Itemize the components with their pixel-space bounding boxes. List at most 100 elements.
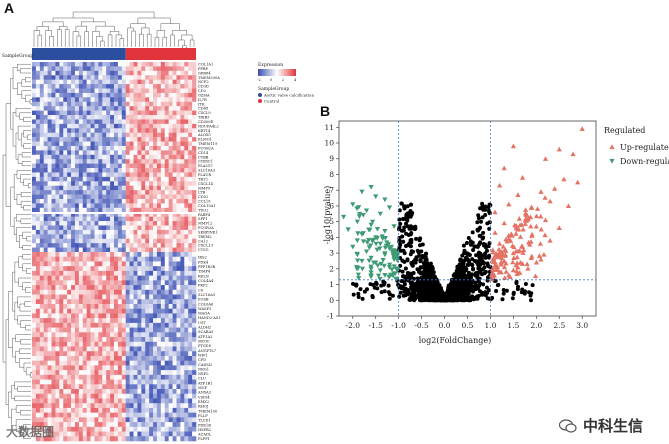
heatmap-cell bbox=[160, 110, 166, 116]
heatmap-cell bbox=[35, 341, 41, 347]
heatmap-cell bbox=[86, 436, 91, 442]
heatmap-cell bbox=[86, 407, 91, 413]
heatmap-cell bbox=[149, 154, 154, 160]
heatmap-cell bbox=[172, 141, 177, 147]
heatmap-cell bbox=[71, 243, 76, 248]
heatmap-cell bbox=[145, 426, 150, 432]
heatmap-cell bbox=[172, 327, 177, 333]
heatmap-cell bbox=[78, 66, 84, 72]
heatmap-cell bbox=[160, 168, 166, 173]
heatmap-cell bbox=[145, 337, 150, 343]
gene-label: COL4A4 bbox=[198, 279, 214, 283]
heatmap-cell bbox=[180, 256, 185, 262]
heatmap-cell bbox=[153, 185, 158, 191]
heatmap-cell bbox=[78, 185, 84, 191]
heatmap-cell bbox=[98, 225, 103, 231]
heatmap-cell bbox=[156, 62, 162, 67]
heatmap-cell bbox=[110, 308, 115, 314]
gene-label: VSIG4 bbox=[197, 395, 210, 399]
heatmap-cell bbox=[78, 436, 84, 442]
heatmap-cell bbox=[180, 346, 185, 352]
heatmap-cell bbox=[117, 266, 123, 272]
heatmap-cell bbox=[106, 351, 111, 357]
heatmap-cell bbox=[35, 407, 41, 413]
heatmap-cell bbox=[172, 379, 177, 385]
heatmap-cell bbox=[117, 407, 123, 413]
heatmap-cell bbox=[47, 417, 52, 423]
heatmap-cell bbox=[192, 221, 197, 226]
heatmap-cell bbox=[153, 115, 158, 120]
heatmap-cell bbox=[168, 275, 173, 281]
heatmap-cell bbox=[102, 285, 107, 291]
heatmap-cell bbox=[176, 389, 181, 395]
heatmap-cell bbox=[32, 92, 37, 98]
heatmap-cell bbox=[172, 393, 177, 399]
heatmap-cell bbox=[137, 360, 142, 366]
heatmap-cell bbox=[153, 308, 158, 314]
heatmap-cell bbox=[78, 123, 84, 129]
gene-label: CCL19 bbox=[198, 200, 211, 204]
heatmap-cell bbox=[59, 229, 64, 235]
heatmap-cell bbox=[172, 341, 177, 347]
heatmap-cell bbox=[133, 341, 138, 347]
heatmap-cell bbox=[172, 62, 177, 67]
heatmap-cell bbox=[43, 66, 48, 72]
heatmap-cell bbox=[145, 294, 150, 300]
heatmap-cell bbox=[63, 194, 68, 200]
heatmap-cell bbox=[141, 374, 146, 380]
heatmap-cell bbox=[59, 203, 64, 209]
heatmap-cell bbox=[164, 426, 169, 432]
heatmap-cell bbox=[121, 97, 127, 103]
heatmap-cell bbox=[94, 137, 99, 142]
gene-labels: COL1A1PPBPGPR84TMEM200ANCF2CD3DCD2GZMAIL… bbox=[197, 63, 221, 442]
heatmap-cell bbox=[98, 252, 103, 258]
heatmap-cell bbox=[137, 150, 142, 156]
heatmap-cell bbox=[125, 332, 130, 338]
heatmap-cell bbox=[184, 238, 189, 244]
heatmap-cell bbox=[51, 341, 56, 347]
heatmap-cell bbox=[137, 145, 142, 151]
heatmap-cell bbox=[164, 294, 169, 300]
heatmap-cell bbox=[35, 168, 41, 173]
heatmap-cell bbox=[55, 66, 60, 72]
heatmap-cell bbox=[86, 115, 91, 120]
heatmap-cell bbox=[74, 198, 80, 204]
heatmap-cell bbox=[94, 66, 99, 72]
heatmap-cell bbox=[94, 261, 99, 267]
heatmap-cell bbox=[156, 289, 162, 295]
group-legend-title: SampleGroup bbox=[258, 86, 289, 92]
heatmap-cell bbox=[192, 303, 197, 309]
heatmap-cell bbox=[78, 212, 84, 217]
heatmap-cell bbox=[133, 66, 138, 72]
heatmap-cell bbox=[114, 270, 119, 276]
heatmap-cell bbox=[192, 422, 197, 428]
heatmap-cell bbox=[164, 203, 169, 209]
heatmap-cell bbox=[117, 176, 123, 182]
heatmap-cell bbox=[67, 212, 72, 217]
heatmap-cell bbox=[129, 275, 134, 281]
heatmap-cell bbox=[94, 84, 99, 89]
heatmap-cell bbox=[145, 351, 150, 357]
heatmap-cell bbox=[94, 398, 99, 404]
heatmap-cell bbox=[121, 322, 127, 328]
heatmap-cell bbox=[160, 154, 166, 160]
heatmap-cell bbox=[192, 238, 197, 244]
heatmap-cell bbox=[137, 322, 142, 328]
heatmap-cell bbox=[125, 145, 130, 151]
heatmap-cell bbox=[125, 389, 130, 395]
heatmap-cell bbox=[51, 106, 56, 111]
heatmap-cell bbox=[137, 176, 142, 182]
heatmap-cell bbox=[133, 384, 138, 390]
heatmap-cell bbox=[164, 79, 169, 85]
heatmap-cell bbox=[192, 198, 197, 204]
heatmap-cell bbox=[168, 70, 173, 76]
heatmap-cell bbox=[35, 75, 41, 80]
heatmap-cell bbox=[51, 75, 56, 80]
heatmap-cell bbox=[32, 289, 37, 295]
heatmap-cell bbox=[117, 141, 123, 147]
heatmap-cell bbox=[59, 212, 64, 217]
heatmap-cell bbox=[180, 243, 185, 248]
heatmap-cell bbox=[55, 198, 60, 204]
heatmap-cell bbox=[133, 270, 138, 276]
heatmap-cell bbox=[86, 92, 91, 98]
